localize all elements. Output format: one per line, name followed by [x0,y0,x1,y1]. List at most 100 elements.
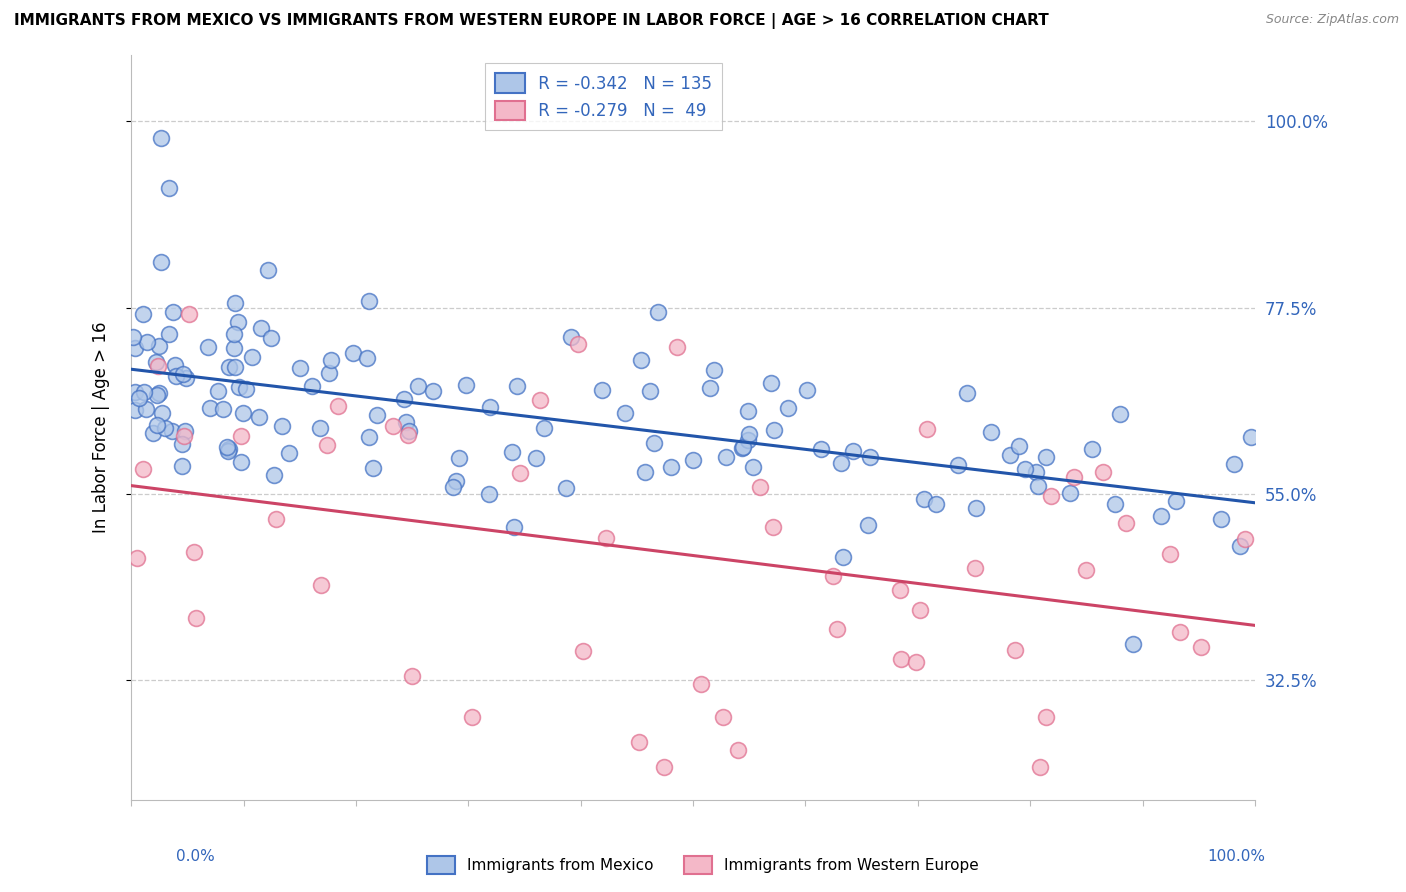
Point [713,710,735,724]
Point [1014,461,1036,475]
Point [218,442,240,457]
Point [825,622,848,636]
Point [505,379,527,393]
Point [1159,547,1181,561]
Point [737,404,759,418]
Point [229,429,252,443]
Point [759,376,782,391]
Point [627,735,650,749]
Point [136,334,159,349]
Point [124,341,146,355]
Point [1240,430,1263,444]
Point [224,296,246,310]
Point [177,307,200,321]
Point [240,350,263,364]
Point [666,340,689,354]
Point [128,391,150,405]
Point [762,520,785,534]
Point [135,402,157,417]
Point [748,480,770,494]
Point [529,393,551,408]
Point [231,406,253,420]
Point [659,460,682,475]
Point [595,531,617,545]
Point [173,367,195,381]
Point [478,487,501,501]
Point [157,180,180,194]
Point [738,427,761,442]
Point [301,379,323,393]
Point [1229,539,1251,553]
Point [132,385,155,400]
Point [172,458,194,473]
Point [1234,532,1257,546]
Point [652,760,675,774]
Point [146,417,169,432]
Point [342,345,364,359]
Point [501,444,523,458]
Point [444,475,467,489]
Point [395,416,418,430]
Point [762,423,785,437]
Point [197,340,219,354]
Point [778,401,800,416]
Point [1029,760,1052,774]
Point [904,655,927,669]
Point [165,368,187,383]
Point [200,401,222,416]
Point [247,410,270,425]
Point [456,378,478,392]
Point [1122,637,1144,651]
Point [690,677,713,691]
Point [235,382,257,396]
Point [222,326,245,341]
Point [228,380,250,394]
Point [174,370,197,384]
Point [145,388,167,402]
Point [460,710,482,724]
Point [647,304,669,318]
Point [703,362,725,376]
Point [727,743,749,757]
Point [915,421,938,435]
Point [1108,407,1130,421]
Legend:  R = -0.342   N = 135,  R = -0.279   N =  49: R = -0.342 N = 135, R = -0.279 N = 49 [485,63,721,130]
Point [714,450,737,464]
Y-axis label: In Labor Force | Age > 16: In Labor Force | Age > 16 [93,322,110,533]
Point [356,351,378,366]
Point [173,429,195,443]
Point [1035,450,1057,464]
Point [630,353,652,368]
Point [741,460,763,475]
Point [946,458,969,472]
Point [572,644,595,658]
Point [142,425,165,440]
Text: 0.0%: 0.0% [176,849,215,863]
Point [359,293,381,308]
Point [250,321,273,335]
Point [406,378,429,392]
Point [731,442,754,456]
Point [554,482,576,496]
Point [145,355,167,369]
Point [257,263,280,277]
Point [207,384,229,398]
Point [737,434,759,448]
Point [1166,493,1188,508]
Point [359,429,381,443]
Point [643,436,665,450]
Point [924,497,946,511]
Point [1209,511,1232,525]
Point [965,501,987,516]
Point [315,438,337,452]
Point [1026,478,1049,492]
Point [733,440,755,454]
Point [270,419,292,434]
Point [1115,516,1137,530]
Point [1150,508,1173,523]
Point [148,386,170,401]
Point [319,353,342,368]
Point [215,440,238,454]
Point [382,419,405,434]
Point [160,424,183,438]
